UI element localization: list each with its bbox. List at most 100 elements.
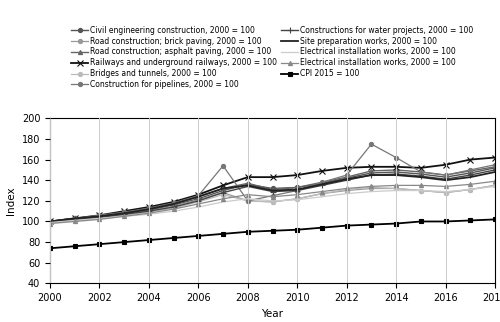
- Road construction; brick paving, 2000 = 100: [220, 191, 226, 194]
- Construction for pipelines, 2000 = 100: [121, 210, 127, 214]
- Electrical installation works, 2000 = 100: [344, 186, 349, 190]
- Civil engineering construction, 2000 = 100: [220, 189, 226, 193]
- Constructions for water projects, 2000 = 100: [418, 174, 424, 178]
- Construction for pipelines, 2000 = 100: [146, 206, 152, 210]
- Bridges and tunnels, 2000 = 100: [121, 213, 127, 217]
- Road construction; brick paving, 2000 = 100: [270, 200, 276, 204]
- Railways and underground railways, 2000 = 100: [442, 163, 448, 167]
- Line: Electrical installation works, 2000 = 100: Electrical installation works, 2000 = 10…: [48, 179, 497, 226]
- Construction for pipelines, 2000 = 100: [294, 189, 300, 193]
- Constructions for water projects, 2000 = 100: [121, 212, 127, 216]
- Railways and underground railways, 2000 = 100: [468, 158, 473, 162]
- CPI 2015 = 100: [245, 230, 251, 234]
- Road construction; asphalt paving, 2000 = 100: [146, 208, 152, 212]
- CPI 2015 = 100: [220, 232, 226, 236]
- Road construction; asphalt paving, 2000 = 100: [294, 185, 300, 189]
- Civil engineering construction, 2000 = 100: [294, 185, 300, 189]
- Site preparation works, 2000 = 100: [47, 220, 53, 223]
- CPI 2015 = 100: [196, 234, 202, 238]
- Constructions for water projects, 2000 = 100: [319, 184, 325, 187]
- Civil engineering construction, 2000 = 100: [270, 186, 276, 190]
- Electrical installation works, 2000 = 100: [492, 179, 498, 183]
- Railways and underground railways, 2000 = 100: [146, 205, 152, 209]
- Road construction; brick paving, 2000 = 100: [344, 189, 349, 193]
- Constructions for water projects, 2000 = 100: [492, 168, 498, 172]
- Construction for pipelines, 2000 = 100: [96, 213, 102, 217]
- Electrical installation works, 2000 = 100: [294, 198, 300, 202]
- Constructions for water projects, 2000 = 100: [220, 191, 226, 194]
- CPI 2015 = 100: [442, 220, 448, 223]
- Constructions for water projects, 2000 = 100: [442, 177, 448, 181]
- Civil engineering construction, 2000 = 100: [418, 172, 424, 176]
- CPI 2015 = 100: [72, 244, 78, 248]
- Electrical installation works, 2000 = 100: [47, 221, 53, 224]
- Constructions for water projects, 2000 = 100: [468, 173, 473, 177]
- Bridges and tunnels, 2000 = 100: [294, 197, 300, 201]
- Electrical installation works, 2000 = 100: [468, 188, 473, 192]
- Road construction; brick paving, 2000 = 100: [294, 197, 300, 201]
- Railways and underground railways, 2000 = 100: [294, 173, 300, 177]
- Road construction; brick paving, 2000 = 100: [393, 186, 399, 190]
- Civil engineering construction, 2000 = 100: [245, 183, 251, 186]
- Construction for pipelines, 2000 = 100: [270, 194, 276, 198]
- Civil engineering construction, 2000 = 100: [146, 208, 152, 212]
- Constructions for water projects, 2000 = 100: [96, 215, 102, 219]
- Construction for pipelines, 2000 = 100: [442, 173, 448, 177]
- Road construction; brick paving, 2000 = 100: [442, 191, 448, 194]
- Railways and underground railways, 2000 = 100: [245, 175, 251, 179]
- Road construction; brick paving, 2000 = 100: [72, 219, 78, 223]
- Site preparation works, 2000 = 100: [393, 173, 399, 177]
- Railways and underground railways, 2000 = 100: [319, 169, 325, 173]
- Road construction; asphalt paving, 2000 = 100: [319, 180, 325, 184]
- Line: Bridges and tunnels, 2000 = 100: Bridges and tunnels, 2000 = 100: [48, 183, 497, 224]
- Road construction; asphalt paving, 2000 = 100: [368, 169, 374, 173]
- Electrical installation works, 2000 = 100: [146, 211, 152, 215]
- Railways and underground railways, 2000 = 100: [220, 184, 226, 187]
- Site preparation works, 2000 = 100: [492, 170, 498, 174]
- Electrical installation works, 2000 = 100: [72, 219, 78, 223]
- Road construction; asphalt paving, 2000 = 100: [47, 220, 53, 223]
- Electrical installation works, 2000 = 100: [418, 184, 424, 187]
- Electrical installation works, 2000 = 100: [96, 216, 102, 220]
- Site preparation works, 2000 = 100: [96, 214, 102, 218]
- Road construction; brick paving, 2000 = 100: [468, 188, 473, 192]
- Railways and underground railways, 2000 = 100: [96, 213, 102, 217]
- Line: Railways and underground railways, 2000 = 100: Railways and underground railways, 2000 …: [47, 155, 498, 224]
- CPI 2015 = 100: [47, 246, 53, 250]
- Electrical installation works, 2000 = 100: [344, 192, 349, 195]
- Road construction; brick paving, 2000 = 100: [96, 216, 102, 220]
- Road construction; brick paving, 2000 = 100: [245, 199, 251, 203]
- Construction for pipelines, 2000 = 100: [170, 201, 176, 205]
- Railways and underground railways, 2000 = 100: [121, 209, 127, 213]
- Constructions for water projects, 2000 = 100: [72, 217, 78, 221]
- Construction for pipelines, 2000 = 100: [245, 199, 251, 203]
- Bridges and tunnels, 2000 = 100: [468, 188, 473, 192]
- Road construction; asphalt paving, 2000 = 100: [270, 188, 276, 192]
- Line: Site preparation works, 2000 = 100: Site preparation works, 2000 = 100: [50, 172, 495, 222]
- Line: Road construction; asphalt paving, 2000 = 100: Road construction; asphalt paving, 2000 …: [48, 165, 497, 223]
- Road construction; brick paving, 2000 = 100: [196, 198, 202, 202]
- Bridges and tunnels, 2000 = 100: [442, 191, 448, 194]
- Civil engineering construction, 2000 = 100: [47, 220, 53, 223]
- Civil engineering construction, 2000 = 100: [319, 181, 325, 185]
- Construction for pipelines, 2000 = 100: [418, 170, 424, 174]
- Site preparation works, 2000 = 100: [121, 211, 127, 215]
- Railways and underground railways, 2000 = 100: [170, 200, 176, 204]
- Site preparation works, 2000 = 100: [146, 207, 152, 211]
- Constructions for water projects, 2000 = 100: [245, 185, 251, 188]
- Site preparation works, 2000 = 100: [196, 195, 202, 199]
- Civil engineering construction, 2000 = 100: [170, 203, 176, 207]
- Site preparation works, 2000 = 100: [245, 184, 251, 187]
- Site preparation works, 2000 = 100: [442, 178, 448, 182]
- Electrical installation works, 2000 = 100: [220, 197, 226, 201]
- Construction for pipelines, 2000 = 100: [492, 163, 498, 167]
- CPI 2015 = 100: [418, 220, 424, 223]
- Site preparation works, 2000 = 100: [344, 177, 349, 181]
- Electrical installation works, 2000 = 100: [196, 205, 202, 209]
- Construction for pipelines, 2000 = 100: [47, 220, 53, 223]
- Electrical installation works, 2000 = 100: [121, 214, 127, 218]
- CPI 2015 = 100: [121, 240, 127, 244]
- Construction for pipelines, 2000 = 100: [220, 164, 226, 168]
- Construction for pipelines, 2000 = 100: [72, 216, 78, 220]
- Road construction; asphalt paving, 2000 = 100: [418, 170, 424, 174]
